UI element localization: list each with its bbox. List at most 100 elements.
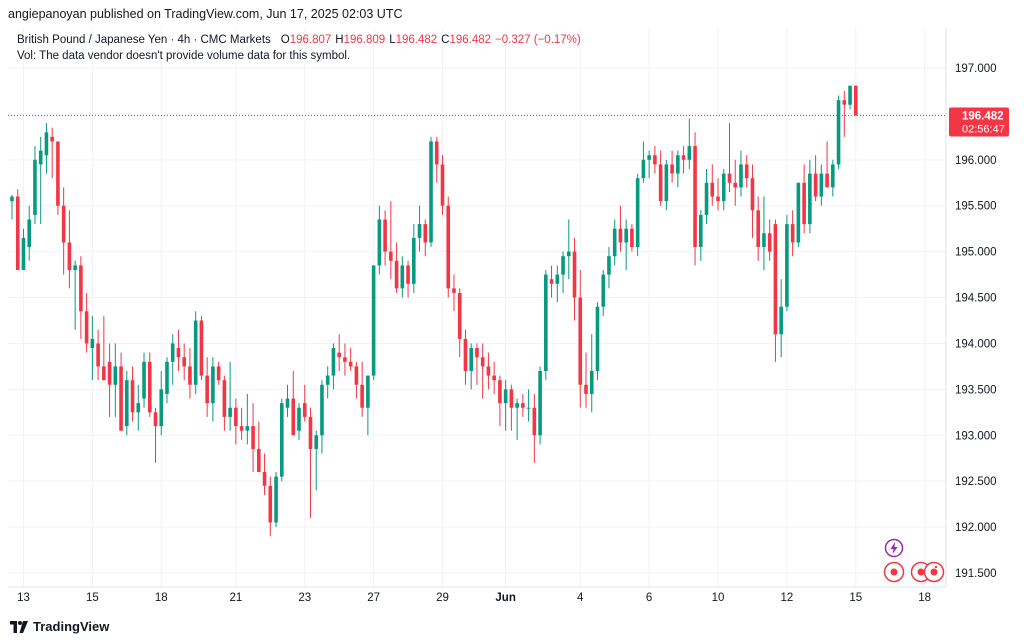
last-price-value: 196.482 bbox=[962, 111, 1004, 123]
candle-body bbox=[434, 141, 439, 165]
candle-body bbox=[308, 416, 313, 450]
candle-body bbox=[113, 366, 118, 385]
candle-body bbox=[802, 182, 806, 225]
candle-body bbox=[400, 265, 405, 289]
candle-body bbox=[239, 426, 244, 431]
candle-body bbox=[744, 164, 749, 179]
candle-body bbox=[21, 237, 26, 270]
symbol-description[interactable]: British Pound / Japanese Yen · 4h · CMC … bbox=[17, 34, 271, 46]
y-tick-label: 194.500 bbox=[955, 293, 997, 305]
last-price-tag-bg bbox=[949, 107, 1009, 137]
candle-body bbox=[228, 407, 232, 417]
candle-body bbox=[555, 274, 560, 284]
x-tick-label: 15 bbox=[849, 592, 862, 604]
low-label: L bbox=[389, 34, 396, 46]
candle-body bbox=[159, 389, 164, 427]
candle-body bbox=[170, 343, 175, 362]
candle-body bbox=[84, 311, 89, 344]
candle-body bbox=[704, 182, 709, 215]
candle-body bbox=[825, 173, 829, 188]
candle-body bbox=[79, 265, 83, 312]
candle-body bbox=[566, 251, 571, 257]
candle-body bbox=[647, 155, 651, 160]
x-tick-label: 10 bbox=[712, 592, 725, 604]
candle-body bbox=[107, 361, 112, 385]
economic-event-icon[interactable] bbox=[883, 561, 905, 583]
price-chart[interactable]: 197.000196.500196.000195.500195.000194.5… bbox=[0, 0, 1024, 612]
tradingview-logo-icon bbox=[10, 620, 28, 633]
candle-body bbox=[716, 196, 720, 202]
candle-body bbox=[578, 297, 583, 385]
candle-body bbox=[635, 178, 640, 248]
candle-body bbox=[188, 366, 192, 385]
candle-body bbox=[538, 371, 542, 436]
candle-body bbox=[222, 380, 227, 417]
candle-body bbox=[125, 380, 129, 427]
candle-body bbox=[182, 357, 186, 367]
price-axis[interactable]: 197.000196.500196.000195.500195.000194.5… bbox=[955, 63, 997, 580]
close-value: 196.482 bbox=[449, 34, 492, 46]
candle-body bbox=[612, 228, 617, 257]
candle-body bbox=[343, 357, 347, 362]
change-value: −0.327 (−0.17%) bbox=[495, 34, 581, 46]
open-value-group: O196.807 bbox=[281, 33, 332, 48]
candle-body bbox=[153, 412, 158, 427]
candle-body bbox=[279, 403, 284, 477]
candle-body bbox=[480, 357, 485, 367]
candle-body bbox=[417, 224, 422, 238]
candle-body bbox=[785, 224, 789, 307]
multiple-events-icon[interactable] bbox=[923, 561, 945, 583]
candle-body bbox=[61, 205, 66, 243]
x-tick-label: 18 bbox=[155, 592, 168, 604]
candle-body bbox=[165, 361, 169, 394]
y-tick-label: 195.000 bbox=[955, 247, 997, 259]
candle-body bbox=[211, 366, 215, 404]
candle-body bbox=[10, 196, 14, 202]
dividend-lightning-icon[interactable] bbox=[884, 538, 904, 558]
open-label: O bbox=[280, 34, 290, 46]
tradingview-logo[interactable]: TradingView bbox=[10, 619, 109, 634]
volume-note: Vol: The data vendor doesn't provide vol… bbox=[17, 50, 351, 62]
time-axis[interactable]: 13 15 18 21 23 27 29 Jun 4 6 10 12 15 18 bbox=[17, 592, 931, 604]
candle-body bbox=[251, 426, 255, 450]
candle-body bbox=[457, 292, 462, 339]
candle-body bbox=[147, 361, 152, 413]
candle-body bbox=[853, 85, 858, 116]
y-tick-label: 191.500 bbox=[955, 568, 997, 580]
brand-name: TradingView bbox=[33, 619, 110, 634]
candle-body bbox=[601, 274, 606, 307]
candle-body bbox=[377, 219, 382, 266]
candle-body bbox=[721, 173, 726, 202]
candle-body bbox=[762, 233, 766, 248]
x-tick-label: 6 bbox=[646, 592, 652, 604]
candle-body bbox=[509, 389, 514, 408]
x-tick-label: 18 bbox=[918, 592, 931, 604]
candle-body bbox=[469, 348, 473, 371]
close-value-group: C196.482 bbox=[441, 33, 491, 48]
candle-body bbox=[297, 407, 301, 431]
candle-body bbox=[664, 164, 669, 202]
candle-body bbox=[463, 338, 468, 371]
candle-body bbox=[331, 348, 336, 376]
candles bbox=[10, 85, 858, 537]
candle-body bbox=[73, 265, 77, 270]
candle-body bbox=[176, 348, 181, 358]
candle-body bbox=[302, 403, 307, 417]
y-tick-label: 193.500 bbox=[955, 384, 997, 396]
candle-body bbox=[406, 265, 410, 284]
close-label: C bbox=[441, 34, 450, 46]
candle-body bbox=[50, 136, 54, 142]
candle-body bbox=[15, 196, 20, 270]
candle-body bbox=[790, 224, 795, 243]
candle-body bbox=[320, 384, 324, 436]
bar-countdown: 02:56:47 bbox=[962, 124, 1005, 136]
x-tick-label: 13 bbox=[17, 592, 30, 604]
candle-body bbox=[808, 173, 812, 225]
candle-body bbox=[245, 426, 250, 431]
y-tick-label: 192.500 bbox=[955, 476, 997, 488]
candle-body bbox=[90, 338, 95, 349]
candle-body bbox=[291, 398, 296, 436]
candle-body bbox=[561, 256, 565, 275]
candle-body bbox=[193, 320, 198, 385]
